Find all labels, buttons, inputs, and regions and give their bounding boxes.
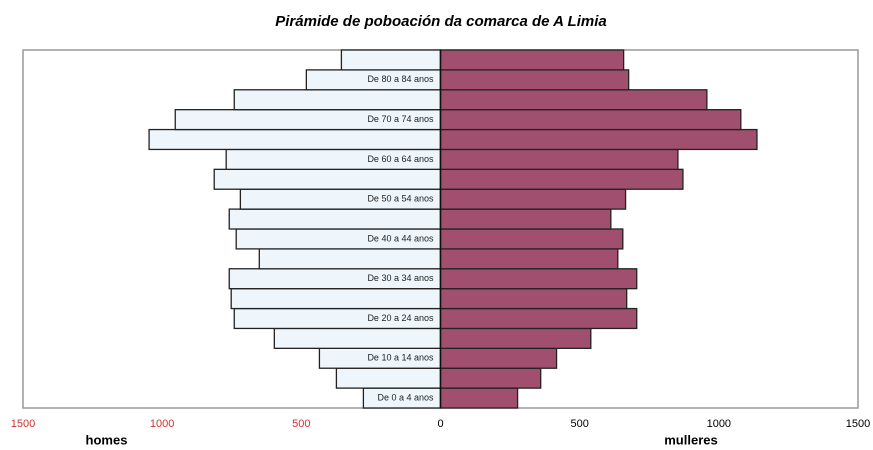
chart-title: Pirámide de poboación da comarca de A Li…	[275, 13, 606, 30]
bar	[439, 69, 630, 91]
bar	[228, 208, 442, 230]
category-label: De 60 a 64 anos	[367, 154, 434, 164]
bar	[439, 347, 558, 369]
bar	[439, 168, 684, 190]
bar	[439, 109, 742, 131]
bar	[340, 49, 442, 71]
category-label: De 20 a 24 anos	[367, 313, 434, 323]
bar	[439, 367, 542, 389]
bar	[439, 148, 679, 170]
bar	[439, 248, 619, 270]
bar	[439, 387, 519, 409]
category-label: De 30 a 34 anos	[367, 273, 434, 283]
category-label: De 70 a 74 anos	[367, 114, 434, 124]
category-label: De 50 a 54 anos	[367, 194, 434, 204]
bar	[213, 168, 442, 190]
bar	[439, 327, 592, 349]
bar	[439, 49, 625, 71]
category-label: De 0 a 4 anos	[377, 392, 434, 402]
bar	[273, 327, 442, 349]
bar	[335, 367, 442, 389]
series-label: mulleres	[664, 432, 717, 447]
bar	[233, 89, 442, 111]
category-label: De 10 a 14 anos	[367, 353, 434, 363]
bar	[230, 288, 442, 310]
bar	[439, 268, 638, 290]
bar	[148, 128, 442, 151]
bar	[439, 307, 638, 330]
bar	[258, 248, 442, 270]
bar	[439, 208, 612, 230]
x-tick-label: 500	[570, 418, 588, 430]
bar	[439, 89, 708, 111]
x-tick-label: 1500	[846, 418, 870, 430]
bar	[439, 228, 624, 250]
x-tick-label: 1000	[707, 418, 731, 430]
x-tick-label: 1000	[150, 418, 174, 430]
x-tick-label: 1500	[11, 418, 35, 430]
category-label: De 80 a 84 anos	[367, 74, 434, 84]
x-tick-label: 0	[437, 418, 443, 430]
series-label: homes	[86, 432, 128, 447]
bar	[439, 188, 627, 210]
bar	[439, 128, 758, 151]
bar	[439, 288, 628, 310]
x-tick-label: 500	[292, 418, 310, 430]
category-label: De 40 a 44 anos	[367, 233, 434, 243]
